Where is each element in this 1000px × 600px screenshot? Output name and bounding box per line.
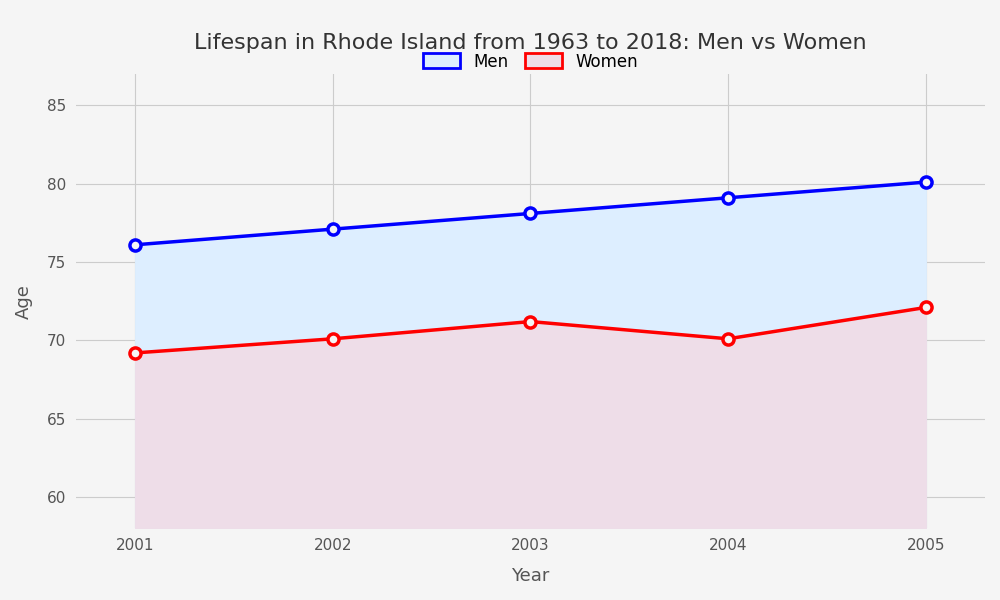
Legend: Men, Women: Men, Women — [417, 46, 644, 77]
X-axis label: Year: Year — [511, 567, 550, 585]
Y-axis label: Age: Age — [15, 284, 33, 319]
Title: Lifespan in Rhode Island from 1963 to 2018: Men vs Women: Lifespan in Rhode Island from 1963 to 20… — [194, 33, 867, 53]
